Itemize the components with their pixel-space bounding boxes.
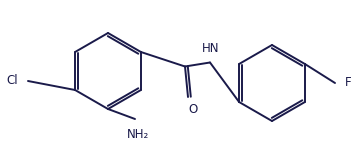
Text: HN: HN bbox=[202, 41, 219, 54]
Text: O: O bbox=[188, 103, 198, 116]
Text: F: F bbox=[345, 75, 352, 88]
Text: NH₂: NH₂ bbox=[127, 128, 149, 141]
Text: Cl: Cl bbox=[6, 73, 18, 86]
